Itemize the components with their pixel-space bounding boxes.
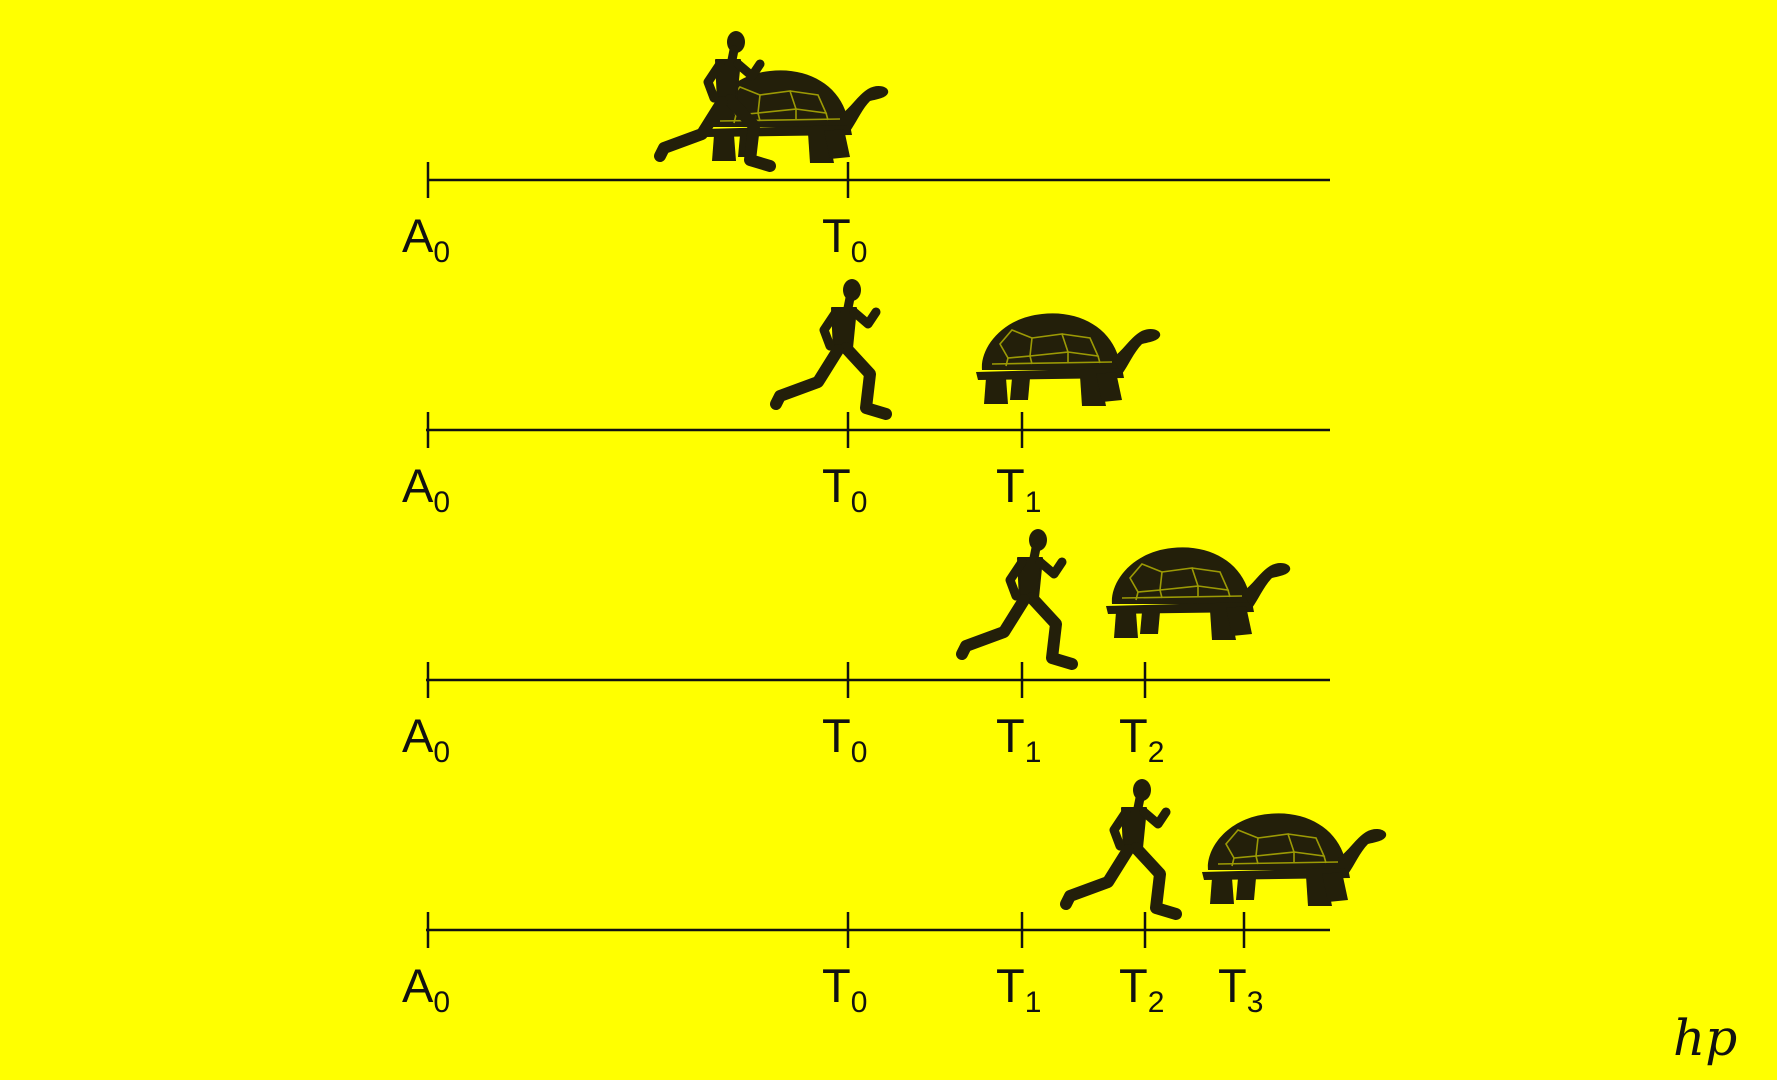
tick-subscript: 0 xyxy=(851,736,868,769)
race-row: A0 T0 T1 xyxy=(402,279,1330,519)
race-row: A0 T0 xyxy=(402,31,1330,269)
tick-letter: T xyxy=(1119,709,1148,762)
tick-letter: T xyxy=(822,709,851,762)
tick-letter: T xyxy=(996,709,1025,762)
tick-label: A0 xyxy=(402,459,450,519)
tick-letter: T xyxy=(822,459,851,512)
tick-label: A0 xyxy=(402,709,450,769)
tick-subscript: 1 xyxy=(1025,486,1042,519)
tortoise-icon xyxy=(975,312,1162,407)
tick-label: T1 xyxy=(996,709,1041,769)
tick-letter: T xyxy=(996,459,1025,512)
tick-letter: A xyxy=(402,959,434,1012)
tick-subscript: 0 xyxy=(851,486,868,519)
tortoise-icon xyxy=(1201,812,1388,907)
tick-label: T3 xyxy=(1218,959,1263,1019)
tick-label: T0 xyxy=(822,959,867,1019)
tick-label: T1 xyxy=(996,959,1041,1019)
tick-letter: T xyxy=(822,209,851,262)
tick-subscript: 3 xyxy=(1247,986,1264,1019)
race-row: A0 T0 T1 T2 xyxy=(402,529,1330,769)
tick-label: T0 xyxy=(822,209,867,269)
tick-letter: A xyxy=(402,209,434,262)
tick-letter: A xyxy=(402,709,434,762)
tick-subscript: 0 xyxy=(851,986,868,1019)
tick-subscript: 1 xyxy=(1025,986,1042,1019)
tick-subscript: 0 xyxy=(433,486,450,519)
race-row: A0 T0 T1 T2 T3 xyxy=(402,779,1388,1019)
tortoise-icon xyxy=(1105,546,1292,641)
tick-subscript: 0 xyxy=(851,236,868,269)
tick-label: A0 xyxy=(402,959,450,1019)
tick-label: T0 xyxy=(822,709,867,769)
tick-label: T1 xyxy=(996,459,1041,519)
tick-label: A0 xyxy=(402,209,450,269)
tick-subscript: 2 xyxy=(1148,736,1165,769)
tick-subscript: 0 xyxy=(433,736,450,769)
tick-label: T0 xyxy=(822,459,867,519)
tick-subscript: 0 xyxy=(433,986,450,1019)
artist-signature: hp xyxy=(1673,1009,1737,1067)
tick-label: T2 xyxy=(1119,709,1164,769)
runner-icon xyxy=(776,279,886,414)
runner-icon xyxy=(962,529,1072,664)
runner-icon xyxy=(1066,779,1176,914)
tick-letter: A xyxy=(402,459,434,512)
tick-letter: T xyxy=(996,959,1025,1012)
tick-letter: T xyxy=(1218,959,1247,1012)
tick-letter: T xyxy=(822,959,851,1012)
tick-letter: T xyxy=(1119,959,1148,1012)
tick-subscript: 2 xyxy=(1148,986,1165,1019)
tick-subscript: 1 xyxy=(1025,736,1042,769)
tick-subscript: 0 xyxy=(433,236,450,269)
tick-label: T2 xyxy=(1119,959,1164,1019)
